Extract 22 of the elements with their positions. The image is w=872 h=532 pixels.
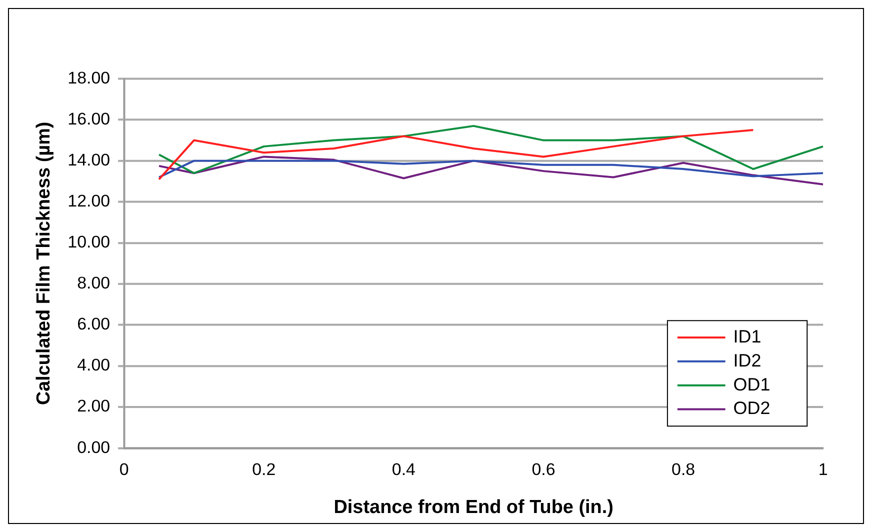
y-tick-label: 10.00 [68, 232, 110, 252]
y-axis-title: Calculated Film Thickness (µm) [34, 122, 55, 406]
y-tick-label: 0.00 [77, 438, 110, 457]
y-tick-label: 18.00 [68, 68, 110, 88]
x-tick-label: 1 [818, 460, 828, 479]
legend-label: OD2 [733, 398, 770, 418]
x-tick-label: 0.8 [672, 460, 696, 479]
y-tick-label: 6.00 [77, 314, 110, 334]
x-axis-title: Distance from End of Tube (in.) [334, 496, 614, 518]
y-tick-label: 4.00 [77, 356, 110, 375]
legend-label: OD1 [733, 374, 770, 394]
y-tick-label: 8.00 [77, 274, 110, 293]
x-tick-label: 0.2 [252, 460, 276, 479]
x-tick-label: 0 [119, 460, 129, 479]
y-tick-label: 12.00 [68, 192, 110, 211]
y-tick-label: 16.00 [68, 109, 110, 128]
x-tick-label: 0.4 [392, 460, 416, 479]
legend-label: ID1 [733, 326, 762, 346]
x-tick-label: 0.6 [532, 460, 556, 479]
legend-label: ID2 [733, 350, 762, 370]
y-tick-label: 14.00 [68, 150, 110, 170]
y-tick-label: 2.00 [77, 396, 110, 416]
